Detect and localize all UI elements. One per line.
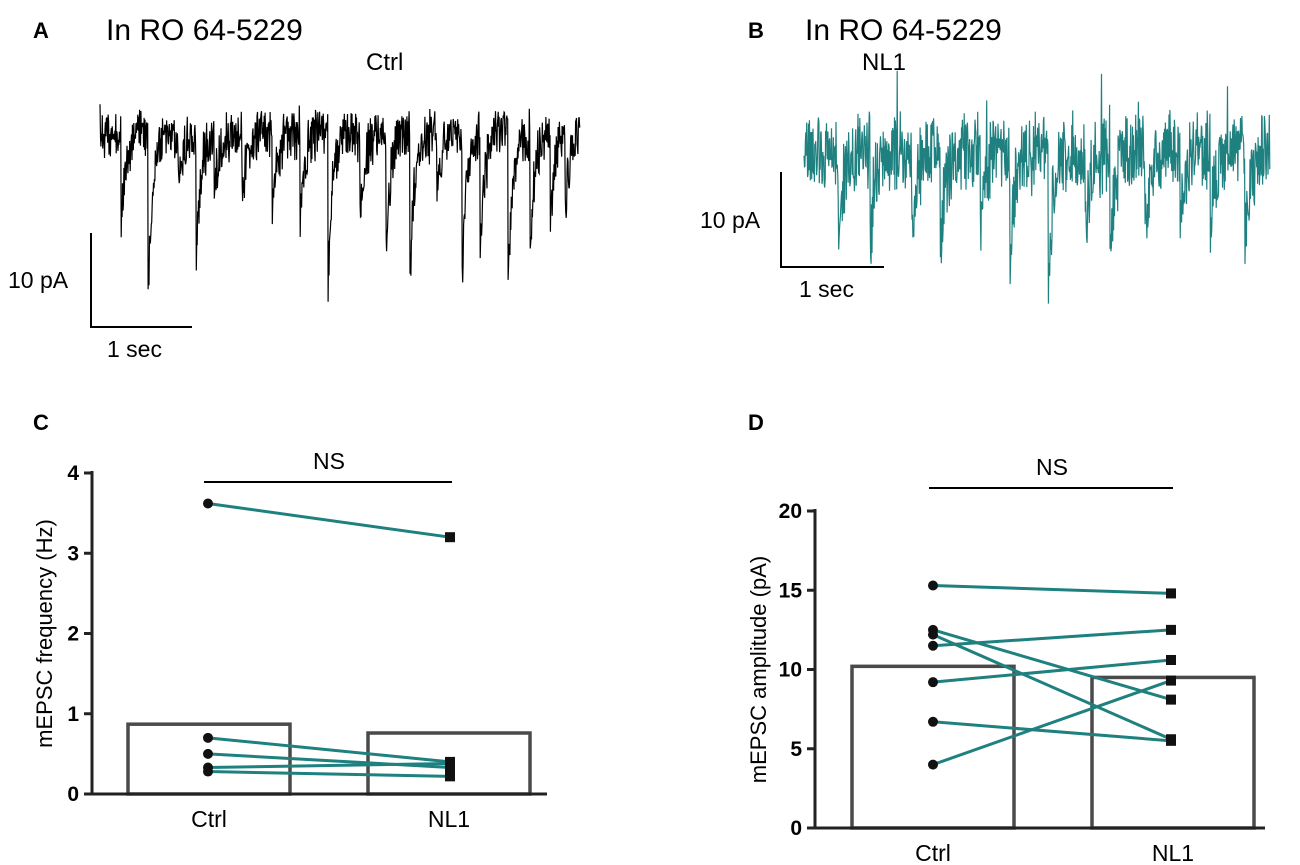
- pair-line: [932, 633, 1172, 741]
- pair-line: [932, 628, 1172, 648]
- point-ctrl: [928, 677, 938, 688]
- y-tick-label: 5: [790, 738, 802, 761]
- x-category-label: Ctrl: [915, 840, 951, 865]
- significance-label: NS: [313, 448, 345, 474]
- point-ctrl: [203, 498, 213, 509]
- panel-b-letter: B: [748, 18, 764, 43]
- pair-line: [932, 583, 1172, 595]
- y-tick-label: 0: [67, 783, 79, 806]
- point-ctrl: [928, 640, 938, 651]
- pair-line: [207, 762, 451, 770]
- y-tick-label: 15: [779, 579, 803, 602]
- x-category-label: Ctrl: [191, 806, 227, 832]
- point-ctrl: [203, 748, 213, 759]
- point-nl1: [445, 532, 455, 543]
- scale-label-x-b: 1 sec: [799, 276, 854, 302]
- point-nl1: [445, 771, 455, 782]
- significance-label: NS: [1036, 454, 1068, 480]
- x-category-label: NL1: [1152, 840, 1194, 865]
- panel-b: B In RO 64-5229 NL1 10 pA 1 sec: [700, 14, 1271, 304]
- trace-nl1: [803, 70, 1271, 304]
- y-tick-label: 20: [779, 500, 802, 523]
- point-ctrl: [203, 732, 213, 743]
- pair-line: [207, 770, 451, 778]
- scale-label-y-b: 10 pA: [700, 207, 761, 233]
- y-tick-label: 10: [779, 659, 802, 682]
- point-nl1: [445, 758, 455, 769]
- point-ctrl: [928, 629, 938, 640]
- panel-b-title: In RO 64-5229: [805, 14, 1002, 47]
- point-nl1: [1166, 588, 1176, 599]
- point-nl1: [1166, 624, 1176, 635]
- point-ctrl: [928, 759, 938, 770]
- y-tick-label: 1: [67, 703, 79, 726]
- scale-label-x-a: 1 sec: [107, 336, 162, 362]
- point-ctrl: [203, 766, 213, 777]
- pair-line: [932, 628, 1172, 702]
- pair-line: [932, 720, 1172, 743]
- panel-d-letter: D: [748, 410, 764, 435]
- point-ctrl: [928, 716, 938, 727]
- panel-a-title: In RO 64-5229: [106, 14, 303, 47]
- point-nl1: [1166, 675, 1176, 686]
- y-tick-label: 2: [67, 623, 79, 646]
- chart-amplitude: 0 5 10 15 20 Ctrl NL1 mEPSC amplitude (pA) NS: [746, 454, 1265, 865]
- x-category-label: NL1: [428, 806, 470, 832]
- trace-ctrl: [99, 104, 581, 302]
- point-nl1: [1166, 694, 1176, 705]
- y-tick-label: 4: [67, 462, 79, 485]
- pair-line: [207, 502, 451, 539]
- point-nl1: [1166, 654, 1176, 665]
- panel-a-letter: A: [33, 18, 49, 43]
- y-tick-label: 3: [67, 542, 79, 565]
- chart-frequency: 0 1 2 3 4 Ctrl NL1 mEPSC frequency (Hz) NS: [32, 448, 547, 832]
- panel-c: C 0 1 2 3 4 Ctrl NL1 mEPSC frequency (Hz) NS: [32, 410, 547, 832]
- bar-ctrl: [850, 664, 1016, 830]
- pair-line: [932, 658, 1172, 684]
- panel-c-letter: C: [33, 410, 49, 435]
- panel-a: A In RO 64-5229 Ctrl 10 pA 1 sec: [8, 14, 581, 362]
- point-nl1: [1166, 735, 1176, 746]
- y-axis-title: mEPSC amplitude (pA): [746, 556, 771, 783]
- pair-line: [932, 679, 1172, 767]
- panel-a-condition-label: Ctrl: [366, 49, 403, 76]
- panel-d: D 0 5 10 15 20 Ctrl NL1 mEPSC amplitude (pA) NS: [746, 410, 1265, 865]
- scale-label-y-a: 10 pA: [8, 267, 69, 293]
- y-tick-label: 0: [790, 817, 802, 840]
- pair-line: [207, 736, 451, 764]
- point-ctrl: [928, 580, 938, 591]
- y-axis-title: mEPSC frequency (Hz): [32, 519, 57, 748]
- panel-b-condition-label: NL1: [862, 49, 906, 76]
